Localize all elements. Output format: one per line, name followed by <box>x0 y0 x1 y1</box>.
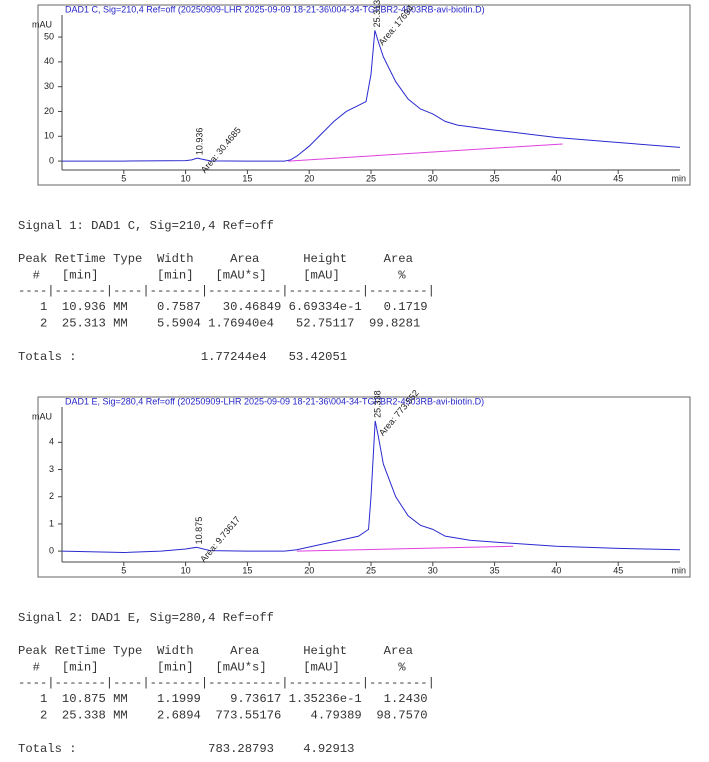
y-tick-label: 2 <box>49 491 54 501</box>
table-totals: Totals : 783.28793 4.92913 <box>18 742 354 756</box>
x-axis-label: min <box>671 565 686 575</box>
x-tick-label: 5 <box>121 173 126 183</box>
signal-title: Signal 1: DAD1 C, Sig=210,4 Ref=off <box>18 219 274 233</box>
x-tick-label: 5 <box>121 565 126 575</box>
x-tick-label: 30 <box>428 565 438 575</box>
peak-area-label: Area: 9.73617 <box>198 514 242 564</box>
table-header: # [min] [min] [mAU*s] [mAU] % <box>18 661 406 675</box>
signal-trace <box>62 30 681 162</box>
y-tick-label: 4 <box>49 437 54 447</box>
x-tick-label: 30 <box>428 173 438 183</box>
y-tick-label: 40 <box>44 56 54 66</box>
table-separator: ----|-------|----|-------|----------|---… <box>18 284 435 298</box>
x-tick-label: 45 <box>613 565 623 575</box>
peak-label: 25.338 <box>373 390 383 418</box>
peak-label: 10.936 <box>195 128 205 156</box>
signal-title: Signal 2: DAD1 E, Sig=280,4 Ref=off <box>18 611 274 625</box>
peak-area-label: Area: 30.4685 <box>199 125 243 175</box>
y-tick-label: 20 <box>44 106 54 116</box>
baseline <box>296 545 514 552</box>
table-totals: Totals : 1.77244e4 53.42051 <box>18 350 347 364</box>
y-tick-label: 50 <box>44 31 54 41</box>
x-tick-label: 25 <box>366 565 376 575</box>
chart-frame <box>37 396 691 578</box>
y-tick-label: 30 <box>44 81 54 91</box>
table-row: 1 10.936 MM 0.7587 30.46849 6.69334e-1 0… <box>18 300 428 314</box>
table-row: 2 25.313 MM 5.5904 1.76940e4 52.75117 99… <box>18 317 420 331</box>
x-axis-label: min <box>671 173 686 183</box>
x-tick-label: 15 <box>242 173 252 183</box>
x-tick-label: 40 <box>551 565 561 575</box>
y-tick-label: 1 <box>49 518 54 528</box>
x-tick-label: 15 <box>242 565 252 575</box>
x-tick-label: 10 <box>181 173 191 183</box>
table-header: Peak RetTime Type Width Area Height Area <box>18 644 413 658</box>
table-separator: ----|-------|----|-------|----------|---… <box>18 676 435 690</box>
y-tick-label: 0 <box>49 155 54 165</box>
baseline <box>288 143 563 162</box>
table-row: 1 10.875 MM 1.1999 9.73617 1.35236e-1 1.… <box>18 692 428 706</box>
y-axis-label: mAU <box>32 411 52 421</box>
table-row: 2 25.338 MM 2.6894 773.55176 4.79389 98.… <box>18 709 428 723</box>
x-tick-label: 35 <box>490 565 500 575</box>
y-axis-label: mAU <box>32 19 52 29</box>
x-tick-label: 35 <box>490 173 500 183</box>
chart-title: DAD1 C, Sig=210,4 Ref=off (20250909-LHR … <box>65 4 485 14</box>
x-tick-label: 25 <box>366 173 376 183</box>
table-header: Peak RetTime Type Width Area Height Area <box>18 252 413 266</box>
x-tick-label: 10 <box>181 565 191 575</box>
peak-label: 25.313 <box>372 0 382 27</box>
x-tick-label: 45 <box>613 173 623 183</box>
table-header: # [min] [min] [mAU*s] [mAU] % <box>18 269 406 283</box>
chart-title: DAD1 E, Sig=280,4 Ref=off (20250909-LHR … <box>65 396 484 406</box>
x-tick-label: 20 <box>304 173 314 183</box>
x-tick-label: 20 <box>304 565 314 575</box>
y-tick-label: 0 <box>49 545 54 555</box>
signal-trace <box>61 420 681 553</box>
peak-label: 10.875 <box>194 517 204 545</box>
y-tick-label: 3 <box>49 464 54 474</box>
chart-frame <box>37 4 691 186</box>
y-tick-label: 10 <box>44 131 54 141</box>
x-tick-label: 40 <box>551 173 561 183</box>
